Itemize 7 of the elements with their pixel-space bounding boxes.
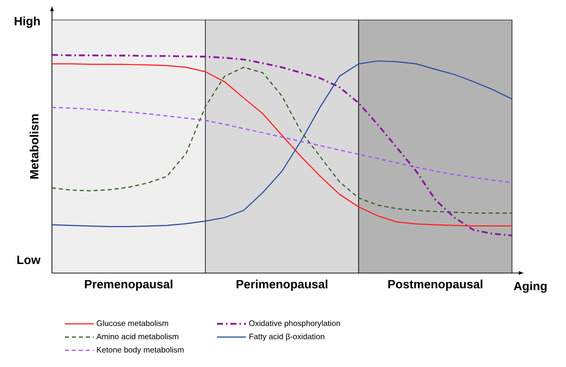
x-tick-label: Premenopausal bbox=[84, 280, 172, 291]
text: High bbox=[14, 16, 40, 28]
x-tick-label: Postmenopausal bbox=[388, 280, 482, 291]
y-axis-title: Metabolism bbox=[30, 114, 38, 179]
x-axis-title: Aging bbox=[514, 282, 547, 293]
text: Low bbox=[17, 256, 41, 264]
x-tick-label: Perimenopausal bbox=[236, 280, 328, 291]
